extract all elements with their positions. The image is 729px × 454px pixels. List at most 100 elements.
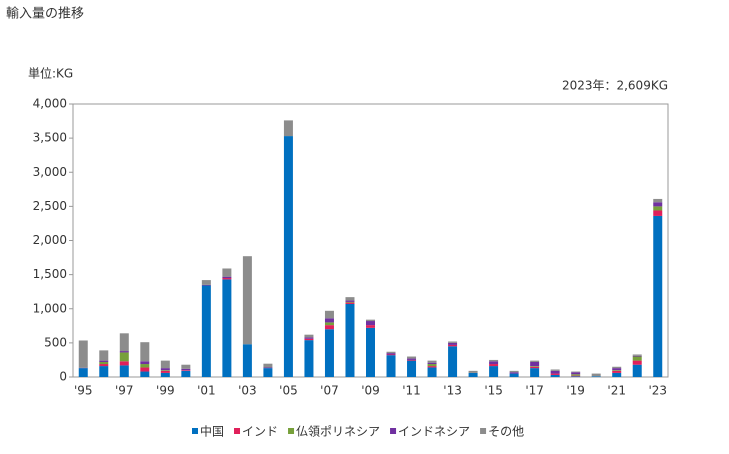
bar-segment xyxy=(612,371,621,373)
x-tick-label: '15 xyxy=(484,384,503,398)
bar-segment xyxy=(181,370,190,371)
legend-swatch xyxy=(288,428,294,434)
bar-segment xyxy=(612,373,621,377)
bar-segment xyxy=(243,256,252,344)
bar-segment xyxy=(428,363,437,364)
bar-segment xyxy=(366,325,375,328)
bar-segment xyxy=(530,368,539,377)
bar-segment xyxy=(448,342,457,343)
bar-segment xyxy=(530,361,539,362)
bar-segment xyxy=(79,368,88,377)
bar-segment xyxy=(140,361,149,364)
y-tick-label: 500 xyxy=(44,335,67,349)
bar-segment xyxy=(428,367,437,377)
bar-segment xyxy=(345,304,354,377)
bar-segment xyxy=(366,321,375,325)
y-tick-label: 0 xyxy=(59,370,67,384)
bar-segment xyxy=(140,367,149,371)
legend-swatch xyxy=(390,428,396,434)
legend-swatch xyxy=(480,428,486,434)
bar-segment xyxy=(345,297,354,300)
bar-segment xyxy=(407,360,416,361)
bar-segment xyxy=(366,328,375,377)
bar-segment xyxy=(448,345,457,346)
x-tick-label: '17 xyxy=(525,384,544,398)
bar-segment xyxy=(181,369,190,370)
x-tick-label: '05 xyxy=(279,384,298,398)
y-tick-label: 2,000 xyxy=(33,233,67,247)
bar-segment xyxy=(653,216,662,377)
legend-label: インドネシア xyxy=(398,425,470,439)
x-tick-label: '21 xyxy=(607,384,626,398)
bar-segment xyxy=(345,301,354,302)
bar-segment xyxy=(530,366,539,367)
bar-segment xyxy=(99,364,108,366)
y-tick-label: 3,000 xyxy=(33,165,67,179)
bar-segment xyxy=(571,372,580,373)
bar-segment xyxy=(653,206,662,210)
bar-segment xyxy=(161,371,170,373)
legend-label: インド xyxy=(242,425,278,439)
y-tick-label: 1,000 xyxy=(33,301,67,315)
bar-segment xyxy=(510,374,519,377)
y-tick-label: 1,500 xyxy=(33,267,67,281)
x-tick-label: '23 xyxy=(648,384,667,398)
bar-segment xyxy=(140,342,149,361)
bar-segment xyxy=(571,376,580,377)
x-tick-label: '13 xyxy=(443,384,462,398)
bar-segment xyxy=(161,373,170,377)
bar-segment xyxy=(222,277,231,278)
bar-segment xyxy=(387,354,396,355)
bar-segment xyxy=(222,279,231,377)
x-tick-label: '97 xyxy=(115,384,134,398)
bar-segment xyxy=(653,199,662,202)
annotation: 2023年：2,609KG xyxy=(562,79,668,93)
bar-segment xyxy=(161,370,170,371)
legend-label: 中国 xyxy=(200,424,224,439)
bar-segment xyxy=(120,365,129,377)
bar-segment xyxy=(202,280,211,285)
bar-segment xyxy=(489,360,498,361)
bar-segment xyxy=(387,352,396,353)
x-tick-label: '03 xyxy=(238,384,257,398)
bar-segment xyxy=(181,371,190,377)
bar-segment xyxy=(612,370,621,371)
bar-segment xyxy=(571,376,580,377)
bar-segment xyxy=(202,285,211,286)
bar-segment xyxy=(304,340,313,377)
bar-segment xyxy=(99,361,108,362)
bar-segment xyxy=(448,346,457,377)
bar-segment xyxy=(325,322,334,325)
bar-segment xyxy=(551,371,560,374)
bar-segment xyxy=(428,361,437,363)
x-tick-label: '99 xyxy=(156,384,175,398)
bar-segment xyxy=(510,371,519,372)
bar-segment xyxy=(284,136,293,377)
bar-segment xyxy=(407,357,416,359)
bar-segment xyxy=(263,368,272,377)
bar-segment xyxy=(489,364,498,366)
bar-segment xyxy=(428,366,437,367)
bar-segment xyxy=(653,210,662,215)
bar-segment xyxy=(140,364,149,367)
bar-segment xyxy=(653,202,662,206)
bar-segment xyxy=(202,286,211,377)
legend-label: 仏領ポリネシア xyxy=(296,424,380,439)
bar-segment xyxy=(407,359,416,360)
bar-segment xyxy=(633,357,642,361)
y-tick-label: 2,500 xyxy=(33,199,67,213)
bar-segment xyxy=(243,344,252,377)
y-axis-label: 単位:KG xyxy=(28,66,73,81)
bar-segment xyxy=(551,375,560,377)
x-tick-label: '19 xyxy=(566,384,585,398)
bar-segment xyxy=(387,355,396,377)
legend-label: その他 xyxy=(488,425,524,439)
bar-segment xyxy=(633,356,642,357)
bar-segment xyxy=(325,325,334,329)
bar-segment xyxy=(325,311,334,319)
bar-segment xyxy=(612,367,621,368)
bar-segment xyxy=(99,350,108,360)
x-tick-label: '01 xyxy=(197,384,216,398)
bar-segment xyxy=(387,353,396,354)
